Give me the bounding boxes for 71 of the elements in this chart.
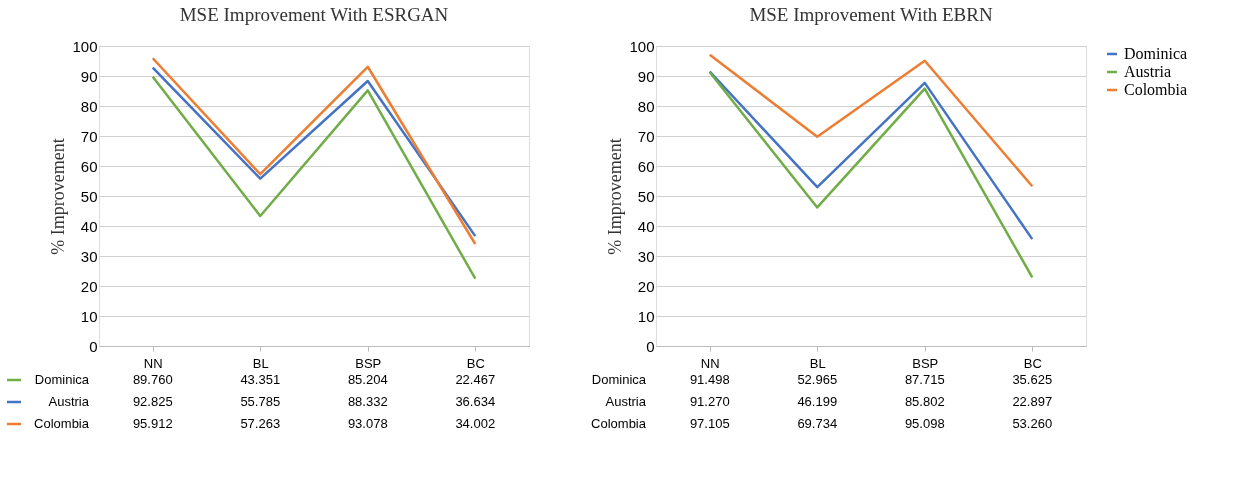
data-label: 69.734 (797, 416, 838, 431)
legend-label: Dominica (1124, 45, 1188, 62)
y-tick-label: 90 (637, 67, 655, 85)
data-label: 46.199 (797, 394, 838, 409)
y-tick-label: 0 (646, 337, 655, 355)
data-label: 52.965 (797, 372, 838, 387)
y-tick-label: 10 (80, 307, 98, 325)
y-axis-title: % Improvement (605, 138, 626, 255)
y-tick-label: 0 (89, 337, 98, 355)
data-label: 92.825 (132, 394, 173, 409)
data-label: 36.634 (455, 394, 496, 409)
line-series (708, 70, 1034, 279)
data-label: 91.270 (689, 394, 730, 409)
data-label: 85.802 (904, 394, 945, 409)
data-label: 97.105 (689, 416, 730, 431)
y-tick-label: 20 (637, 277, 655, 295)
x-tick-label: NN (143, 355, 163, 371)
data-label: 55.785 (240, 394, 281, 409)
y-tick-label: 30 (80, 247, 98, 265)
legend-label: Colombia (1124, 81, 1188, 98)
y-tick-label: 10 (637, 307, 655, 325)
y-tick-label: 100 (629, 37, 655, 55)
data-label: 43.351 (240, 372, 281, 387)
text: Austria (605, 394, 646, 409)
chart-title: MSE Improvement With EBRN (749, 4, 993, 25)
x-tick-label: BSP (912, 355, 939, 371)
y-tick-label: 60 (80, 157, 98, 175)
data-label: 95.912 (132, 416, 173, 431)
line-series (708, 53, 1034, 188)
y-tick-label: 80 (637, 97, 655, 115)
y-tick-label: 90 (80, 67, 98, 85)
data-label: 87.715 (904, 372, 945, 387)
text: Dominica (591, 372, 646, 387)
line-series (151, 75, 477, 280)
data-label: 91.498 (689, 372, 730, 387)
legend-label: Austria (48, 394, 90, 409)
data-label: 88.332 (347, 394, 388, 409)
data-label: 22.897 (1012, 394, 1053, 409)
line-series (708, 70, 1034, 241)
y-axis-title: % Improvement (48, 138, 69, 255)
x-tick-label: BC (1023, 355, 1042, 371)
data-label: 93.078 (347, 416, 388, 431)
x-tick-label: BL (252, 355, 269, 371)
y-tick-label: 60 (637, 157, 655, 175)
chart-title: MSE Improvement With ESRGAN (179, 4, 449, 25)
x-tick-label: BL (809, 355, 826, 371)
y-tick-label: 100 (72, 37, 98, 55)
text: Colombia (591, 416, 646, 431)
data-label: 35.625 (1012, 372, 1053, 387)
x-tick-label: BSP (355, 355, 382, 371)
x-tick-label: BC (466, 355, 485, 371)
y-tick-label: 40 (80, 217, 98, 235)
y-tick-label: 40 (637, 217, 655, 235)
y-tick-label: 70 (80, 127, 98, 145)
legend-label: Dominica (34, 372, 90, 387)
y-tick-label: 80 (80, 97, 98, 115)
legend-label: Austria (1124, 63, 1172, 80)
data-label: 53.260 (1012, 416, 1053, 431)
data-label: 22.467 (455, 372, 496, 387)
x-tick-label: NN (700, 355, 720, 371)
legend-label: Colombia (34, 416, 90, 431)
y-tick-label: 50 (637, 187, 655, 205)
data-label: 89.760 (132, 372, 173, 387)
y-tick-label: 70 (637, 127, 655, 145)
y-tick-label: 50 (80, 187, 98, 205)
y-tick-label: 20 (80, 277, 98, 295)
y-tick-label: 30 (637, 247, 655, 265)
data-label: 34.002 (455, 416, 496, 431)
data-label: 95.098 (904, 416, 945, 431)
data-label: 85.204 (347, 372, 388, 387)
data-label: 57.263 (240, 416, 281, 431)
